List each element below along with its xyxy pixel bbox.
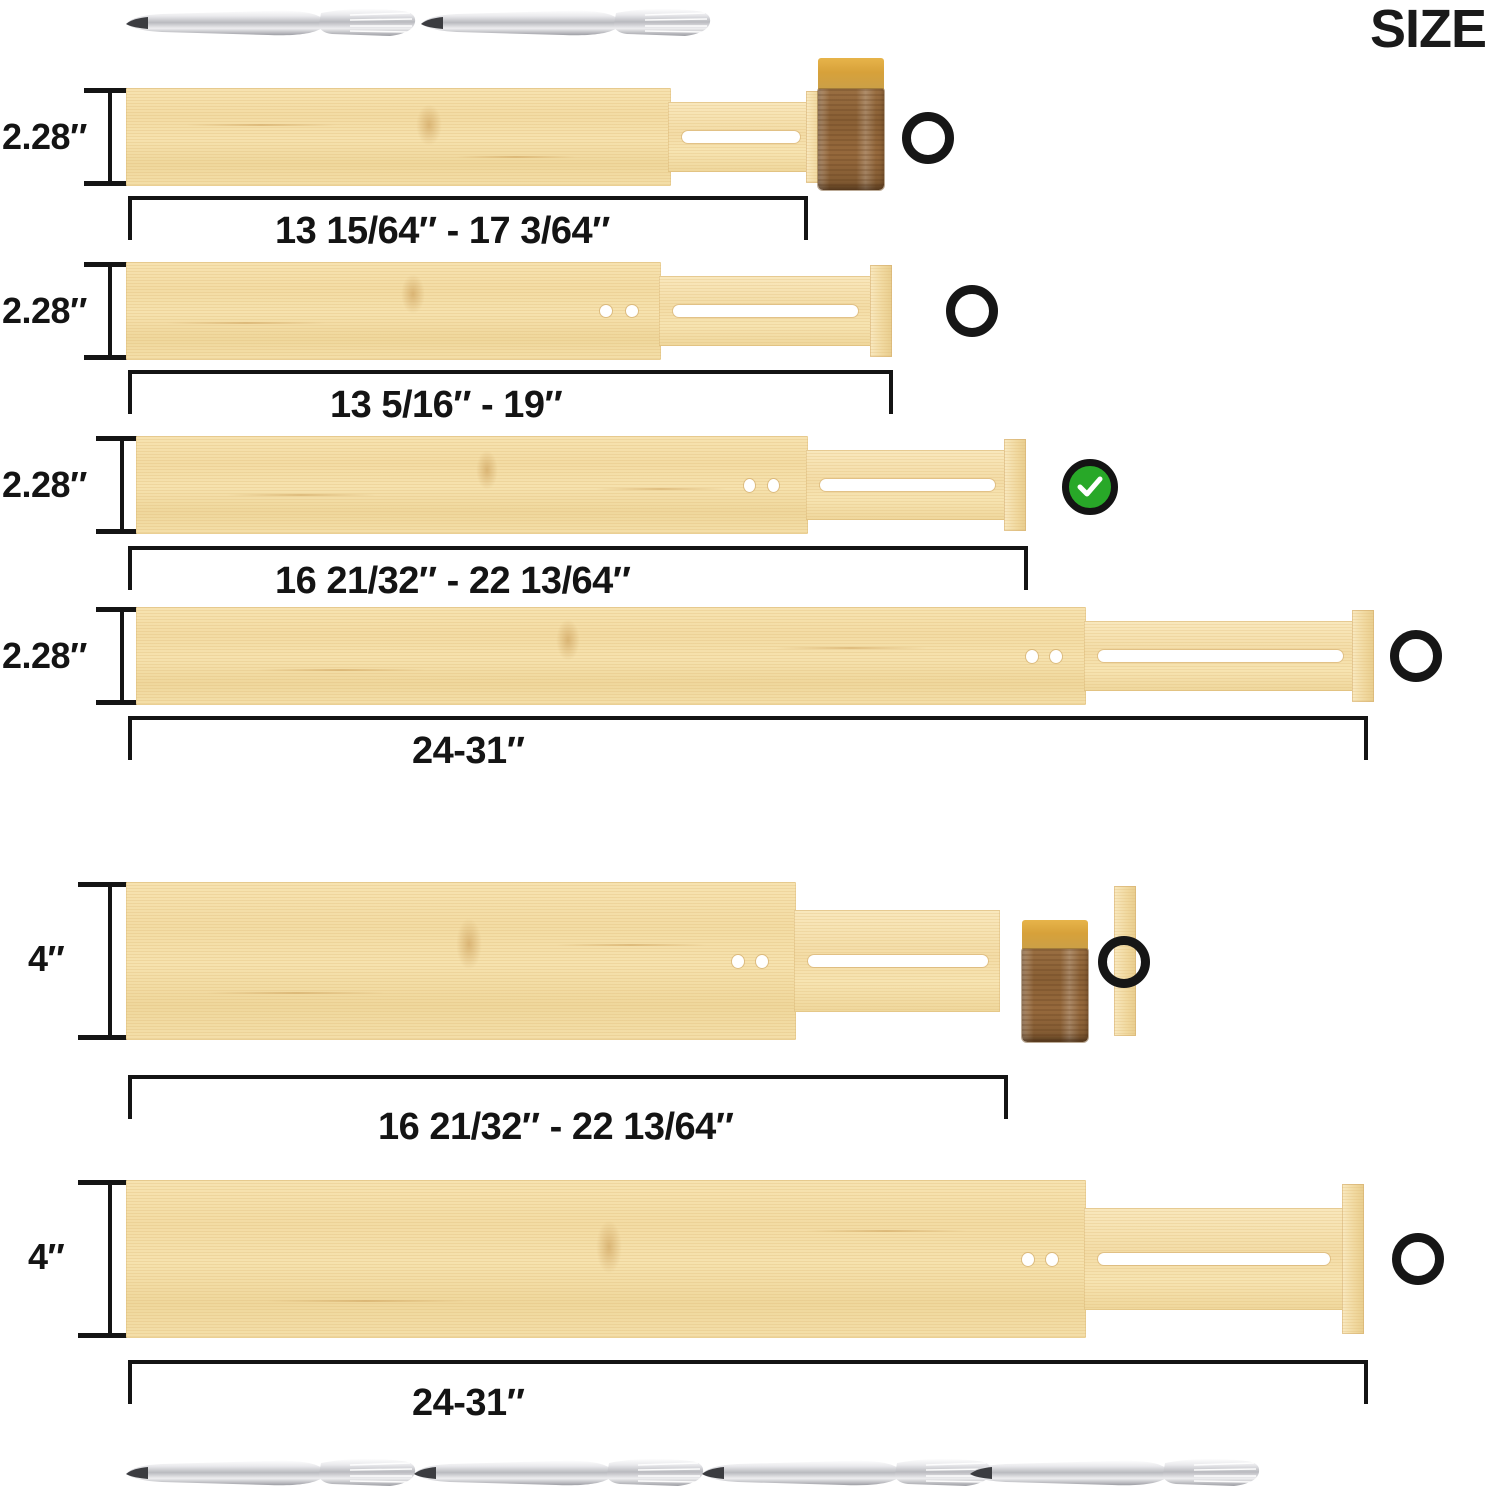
- length-dimension-line: [128, 1360, 1368, 1404]
- height-label: 2.28″: [2, 290, 87, 331]
- adjustment-slot: [673, 305, 858, 317]
- divider-board: [126, 262, 661, 360]
- drawer-divider-row-4: [136, 607, 1376, 705]
- empty-circle-marker: [946, 285, 998, 337]
- empty-circle-marker: [1392, 1233, 1444, 1285]
- divider-hole: [744, 479, 755, 492]
- divider-board: [126, 1180, 1086, 1338]
- divider-extension-arm: [659, 276, 871, 346]
- height-label: 2.28″: [2, 464, 87, 505]
- length-dimension-line: [128, 1075, 1008, 1119]
- jar-lid: [818, 58, 884, 90]
- drawer-divider-row-3: [136, 436, 1026, 534]
- length-label: 24-31″: [412, 1382, 525, 1424]
- divider-board: [136, 436, 808, 534]
- fork-icon: [413, 0, 713, 44]
- height-dimension-line: [84, 88, 136, 186]
- height-label: 4″: [28, 1236, 65, 1277]
- spice-jar-icon: [1022, 920, 1088, 1042]
- divider-hole: [756, 955, 768, 968]
- divider-hole: [1046, 1253, 1058, 1266]
- divider-hole: [1050, 650, 1062, 663]
- length-label: 24-31″: [412, 730, 525, 772]
- height-label: 2.28″: [2, 635, 87, 676]
- adjustment-slot: [1098, 1253, 1330, 1265]
- empty-circle-marker: [902, 112, 954, 164]
- divider-extension-arm: [806, 450, 1006, 520]
- empty-circle-marker: [1098, 936, 1150, 988]
- divider-hole: [768, 479, 779, 492]
- height-label: 4″: [28, 938, 65, 979]
- empty-circle-marker: [1390, 630, 1442, 682]
- page-title: SIZE: [1369, 0, 1487, 59]
- divider-board: [136, 607, 1086, 705]
- divider-end-cap: [1004, 439, 1026, 531]
- length-label: 13 15/64″ - 17 3/64″: [275, 210, 610, 252]
- divider-extension-arm: [668, 102, 808, 172]
- spice-jar-icon: [818, 58, 884, 190]
- adjustment-slot: [1098, 650, 1343, 662]
- length-dimension-line: [128, 546, 1028, 590]
- height-dimension-line: [78, 882, 140, 1040]
- length-label: 13 5/16″ - 19″: [330, 384, 563, 426]
- drawer-divider-row-6: [126, 1180, 1366, 1338]
- drawer-divider-row-1: [126, 88, 826, 186]
- check-mark-icon: [1077, 476, 1103, 497]
- drawer-divider-row-2: [126, 262, 896, 360]
- divider-board: [126, 88, 671, 186]
- divider-extension-arm: [1084, 621, 1354, 691]
- height-dimension-line: [96, 607, 148, 705]
- divider-hole: [626, 305, 638, 317]
- selected-size-check-badge: [1062, 459, 1118, 515]
- fork-icon: [118, 0, 418, 44]
- jar-lid: [1022, 920, 1088, 950]
- divider-hole: [1022, 1253, 1034, 1266]
- fork-icon: [962, 1448, 1262, 1494]
- divider-end-cap: [870, 265, 892, 357]
- divider-end-cap: [1342, 1184, 1364, 1334]
- fork-icon: [118, 1448, 418, 1494]
- length-dimension-line: [128, 370, 893, 414]
- divider-hole: [732, 955, 744, 968]
- height-dimension-line: [84, 262, 136, 360]
- divider-end-cap: [1352, 610, 1374, 702]
- divider-hole: [1026, 650, 1038, 663]
- divider-extension-arm: [794, 910, 1000, 1012]
- drawer-divider-row-5: [126, 882, 1136, 1040]
- jar-body: [1022, 949, 1088, 1042]
- adjustment-slot: [820, 479, 995, 491]
- length-dimension-line: [128, 196, 808, 240]
- adjustment-slot: [808, 955, 988, 967]
- fork-icon: [406, 1448, 706, 1494]
- divider-hole: [600, 305, 612, 317]
- height-dimension-line: [78, 1180, 140, 1338]
- jar-body: [818, 89, 884, 190]
- fork-icon: [694, 1448, 994, 1494]
- height-dimension-line: [96, 436, 148, 534]
- length-dimension-line: [128, 716, 1368, 760]
- length-label: 16 21/32″ - 22 13/64″: [275, 560, 631, 602]
- divider-board: [126, 882, 796, 1040]
- divider-extension-arm: [1084, 1208, 1344, 1310]
- length-label: 16 21/32″ - 22 13/64″: [378, 1106, 734, 1148]
- height-label: 2.28″: [2, 116, 87, 157]
- adjustment-slot: [682, 131, 800, 143]
